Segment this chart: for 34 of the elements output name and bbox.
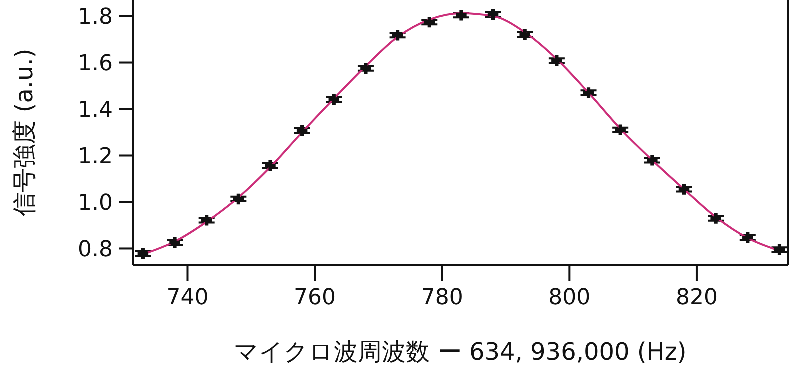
point — [170, 237, 180, 248]
point — [328, 94, 340, 106]
point — [520, 30, 530, 40]
point — [265, 160, 276, 172]
point — [488, 10, 499, 20]
point — [360, 63, 372, 74]
y-tick-label: 1.6 — [78, 52, 113, 77]
point — [615, 124, 626, 136]
point — [647, 155, 658, 166]
x-tick-label: 740 — [166, 286, 209, 311]
y-tick-label: 1.0 — [78, 191, 113, 216]
point — [296, 125, 308, 136]
point — [456, 10, 467, 21]
x-axis-title: マイクロ波周波数 ー 634, 936,000 (Hz) — [234, 338, 687, 366]
point — [710, 213, 722, 224]
y-tick-label: 1.4 — [78, 98, 113, 124]
point — [678, 184, 690, 195]
point — [392, 30, 404, 41]
point — [138, 248, 149, 260]
y-tick-label: 1.2 — [78, 144, 113, 170]
point — [233, 194, 244, 205]
x-tick-label: 780 — [421, 286, 464, 311]
point — [552, 56, 562, 66]
y-tick-label: 0.8 — [78, 238, 113, 263]
x-tick-label: 800 — [548, 286, 591, 311]
point — [742, 232, 754, 244]
y-tick-label: 1.8 — [78, 5, 113, 30]
y-axis-title: 信号強度 (a.u.) — [10, 48, 39, 216]
point — [774, 244, 786, 256]
x-tick-label: 760 — [294, 286, 336, 311]
point — [583, 88, 594, 98]
point — [201, 215, 212, 226]
point — [424, 16, 435, 28]
x-tick-label: 820 — [676, 286, 718, 311]
